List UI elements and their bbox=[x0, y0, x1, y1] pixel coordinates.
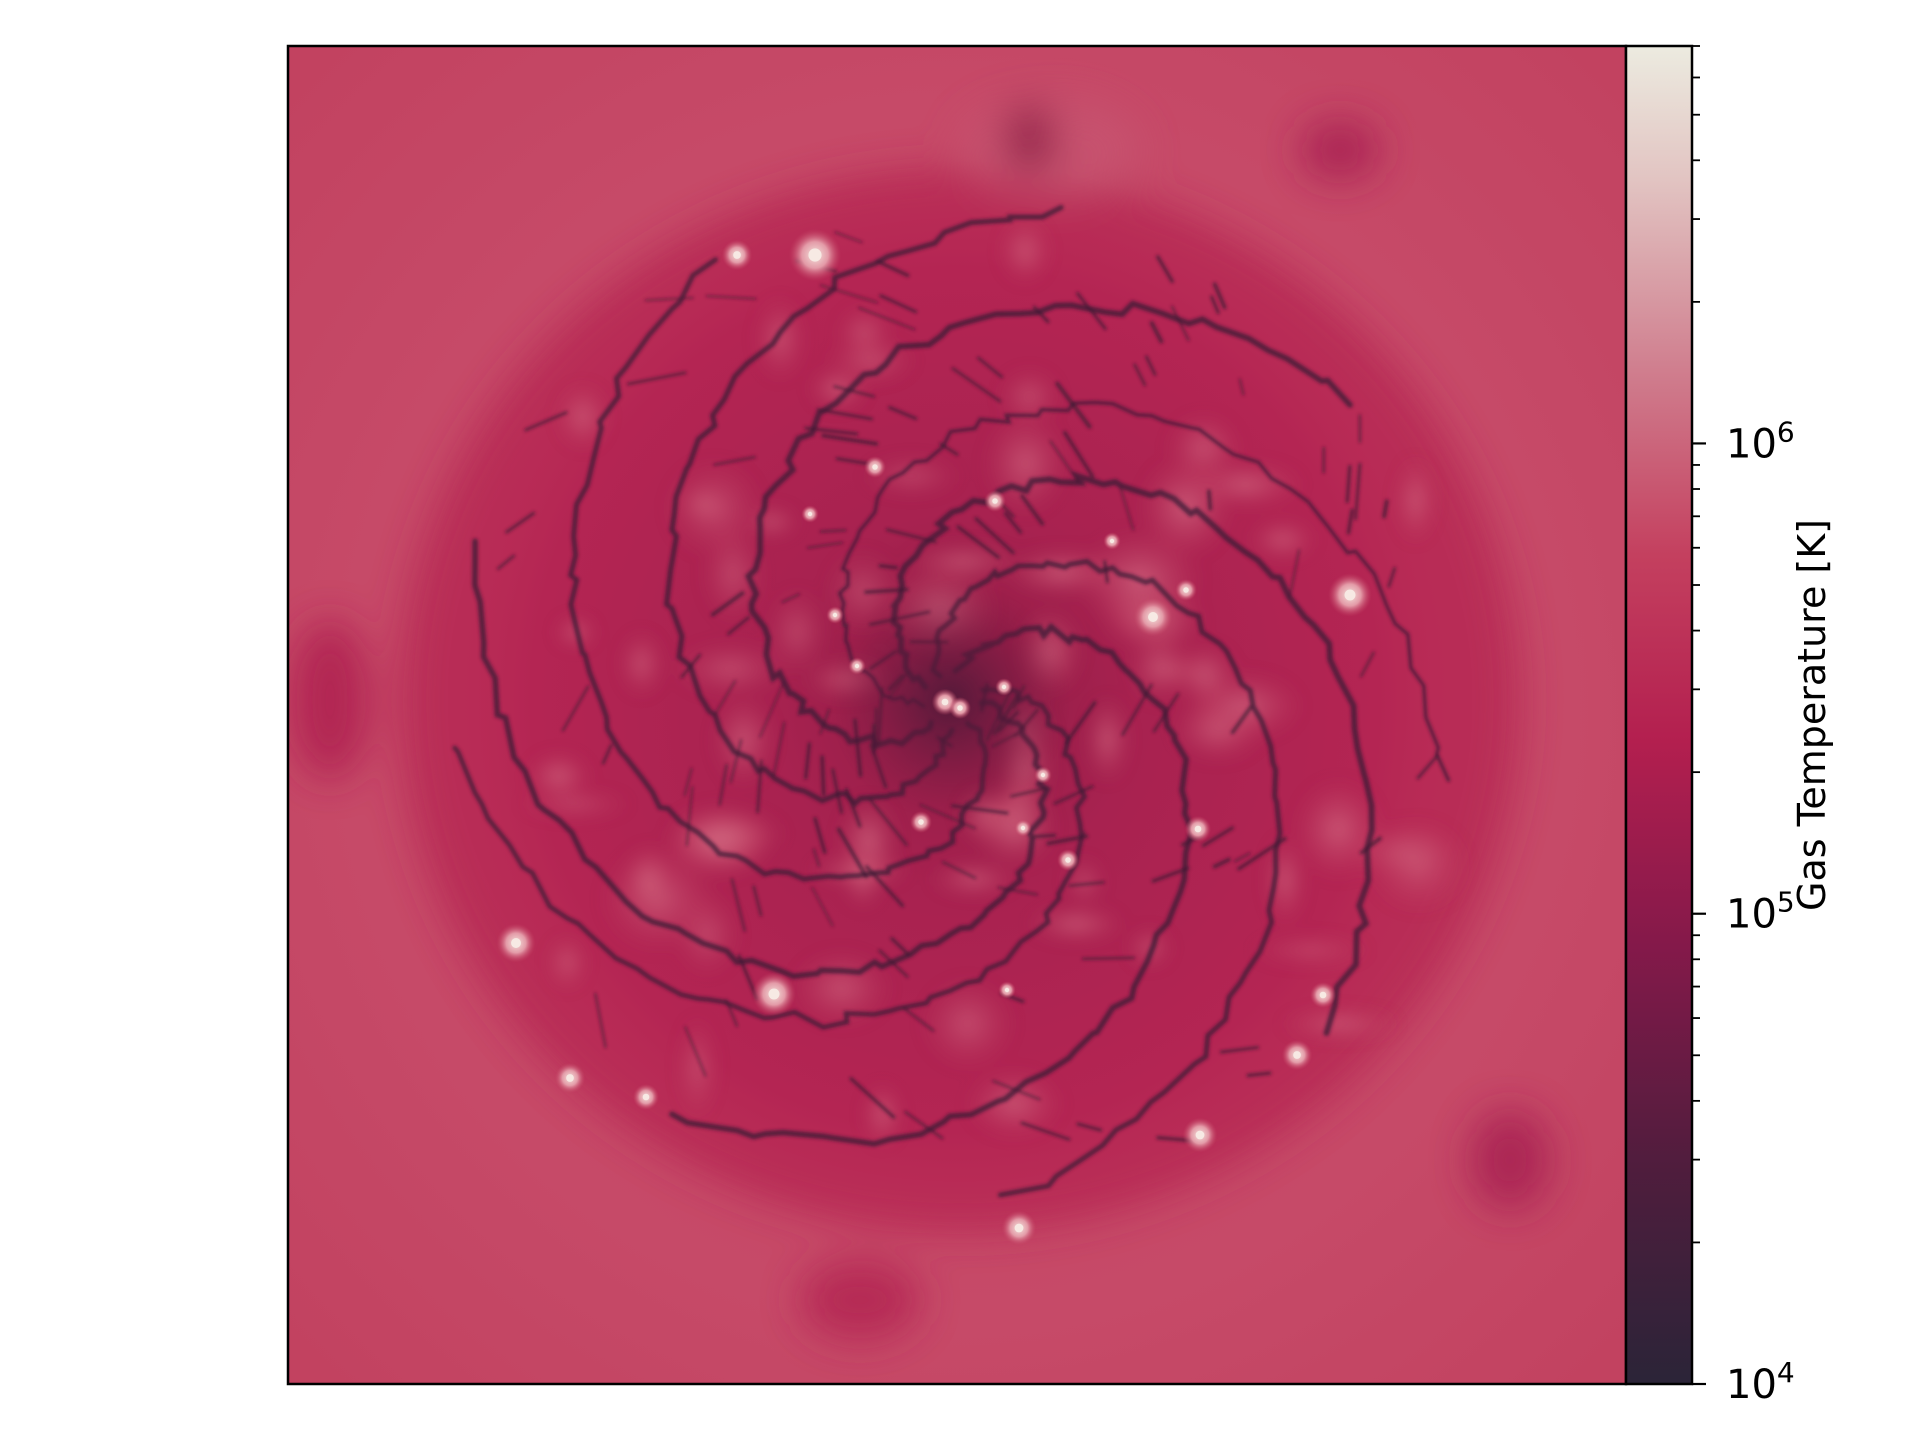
colorbar-tick-label: 104 bbox=[1726, 1356, 1795, 1408]
colorbar-tick-label: 105 bbox=[1726, 886, 1795, 938]
colorbar-gradient bbox=[1626, 46, 1692, 1384]
galaxy-temperature-image bbox=[288, 46, 1626, 1384]
colorbar: 104 105 106 Gas Temperature [K] bbox=[1624, 44, 1834, 1408]
colorbar-frame bbox=[1624, 44, 1694, 1386]
colorbar-label: Gas Temperature [K] bbox=[1790, 519, 1834, 911]
colorbar-minor-ticks bbox=[1692, 45, 1700, 1244]
colorbar-major-ticks: 104 105 106 bbox=[1692, 415, 1795, 1408]
colorbar-tick-label: 106 bbox=[1726, 415, 1795, 467]
